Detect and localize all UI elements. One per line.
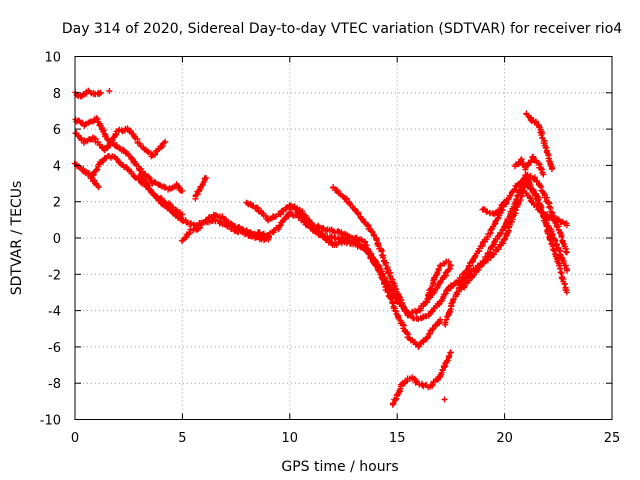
y-tick-label: -2 — [48, 268, 61, 283]
series-track-c — [72, 125, 169, 160]
series-track-i — [192, 175, 209, 202]
series-track-n — [362, 239, 444, 350]
y-tick-label: -8 — [48, 377, 61, 392]
series-track-t — [479, 198, 508, 217]
x-tick-label: 5 — [178, 431, 186, 446]
series-track-m — [330, 184, 454, 322]
chart-title: Day 314 of 2020, Sidereal Day-to-day VTE… — [62, 21, 622, 37]
x-tick-label: 25 — [604, 431, 621, 446]
y-axis-label: SDTVAR / TECUs — [9, 181, 25, 296]
y-tick-label: -6 — [48, 341, 61, 356]
series-track-a — [72, 87, 104, 100]
y-tick-label: 0 — [53, 232, 61, 247]
x-tick-label: 10 — [282, 431, 299, 446]
data-series — [71, 87, 570, 408]
outlier-marker — [445, 258, 452, 265]
x-tick-label: 20 — [496, 431, 513, 446]
series-track-v — [523, 110, 556, 172]
series-track-o — [389, 349, 454, 408]
grid-lines — [75, 56, 612, 420]
y-tick-label: -10 — [40, 414, 61, 429]
series-track-w — [523, 190, 570, 229]
y-tick-label: 8 — [53, 87, 61, 102]
series-track-k — [255, 209, 401, 305]
outlier-marker — [441, 396, 448, 403]
y-tick-label: 4 — [53, 159, 61, 174]
x-tick-label: 0 — [71, 431, 79, 446]
x-axis-label: GPS time / hours — [281, 459, 398, 475]
y-tick-label: 2 — [53, 196, 61, 211]
series-track-h — [178, 211, 272, 244]
y-tick-label: 10 — [44, 51, 61, 66]
series-track-e — [85, 170, 102, 191]
axis-ticks: 0 5 10 15 20 25 -10 -8 -6 -4 -2 0 2 4 6 8 10 — [40, 51, 621, 447]
y-tick-label: -4 — [48, 305, 61, 320]
y-tick-label: 6 — [53, 123, 61, 138]
outlier-marker — [106, 88, 113, 94]
series-track-u — [512, 153, 547, 178]
x-tick-label: 15 — [389, 431, 406, 446]
outlier-marker — [149, 180, 156, 187]
series-track-p — [424, 258, 450, 302]
